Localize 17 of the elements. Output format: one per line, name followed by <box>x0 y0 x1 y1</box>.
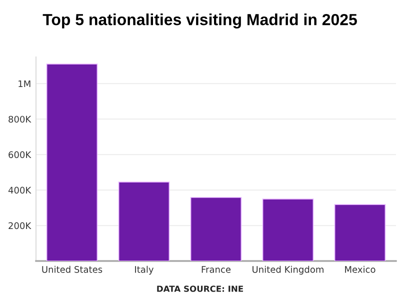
y-tick-label: 800K <box>8 116 32 123</box>
y-tick-label: 600K <box>8 151 32 158</box>
x-tick-label: Italy <box>135 266 154 275</box>
y-tick-label: 1M <box>18 80 30 88</box>
x-tick-label: France <box>202 266 231 273</box>
bar <box>334 204 386 261</box>
bar <box>118 182 170 261</box>
source-note: DATA SOURCE: INE <box>157 286 243 292</box>
chart-title: Top 5 nationalities visiting Madrid in 2025 <box>42 14 357 28</box>
x-tick-label: Mexico <box>345 266 376 273</box>
y-tick-label: 400K <box>8 186 32 194</box>
bar <box>190 197 242 261</box>
x-tick-label: United Kingdom <box>252 266 324 275</box>
bar <box>46 64 98 261</box>
x-tick-label: United States <box>42 266 102 273</box>
y-tick-label: 200K <box>8 222 32 230</box>
bar <box>262 198 314 261</box>
